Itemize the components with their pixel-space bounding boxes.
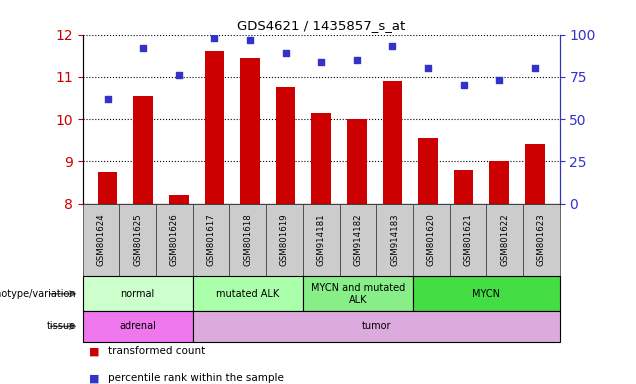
- Point: [316, 58, 326, 65]
- Bar: [383, 81, 402, 204]
- Text: genotype/variation: genotype/variation: [0, 289, 76, 299]
- Point: [459, 82, 469, 88]
- Text: adrenal: adrenal: [120, 321, 156, 331]
- Text: ■: ■: [89, 346, 100, 356]
- Point: [174, 72, 184, 78]
- Bar: [134, 96, 153, 204]
- Title: GDS4621 / 1435857_s_at: GDS4621 / 1435857_s_at: [237, 19, 405, 32]
- Text: GSM801624: GSM801624: [97, 214, 106, 266]
- Text: GSM914182: GSM914182: [354, 214, 363, 266]
- Text: GSM801625: GSM801625: [133, 214, 142, 266]
- Point: [102, 96, 113, 102]
- Text: GSM801619: GSM801619: [280, 214, 289, 266]
- Text: MYCN: MYCN: [473, 289, 501, 299]
- Text: GSM801620: GSM801620: [427, 214, 436, 266]
- Text: GSM801618: GSM801618: [244, 214, 252, 266]
- Point: [387, 43, 398, 50]
- Point: [352, 57, 362, 63]
- Text: GSM914181: GSM914181: [317, 214, 326, 266]
- Text: MYCN and mutated
ALK: MYCN and mutated ALK: [311, 283, 405, 305]
- Text: GSM801621: GSM801621: [464, 214, 473, 266]
- Point: [494, 77, 504, 83]
- Text: GSM914183: GSM914183: [390, 214, 399, 266]
- Text: ■: ■: [89, 373, 100, 383]
- Point: [209, 35, 219, 41]
- Text: percentile rank within the sample: percentile rank within the sample: [108, 373, 284, 383]
- Bar: [453, 170, 473, 204]
- Bar: [347, 119, 366, 204]
- Text: GSM801617: GSM801617: [207, 214, 216, 266]
- Bar: [98, 172, 118, 204]
- Text: tumor: tumor: [361, 321, 391, 331]
- Text: normal: normal: [121, 289, 155, 299]
- Point: [280, 50, 291, 56]
- Text: transformed count: transformed count: [108, 346, 205, 356]
- Bar: [169, 195, 189, 204]
- Point: [423, 65, 433, 71]
- Bar: [525, 144, 544, 204]
- Bar: [489, 161, 509, 204]
- Text: tissue: tissue: [47, 321, 76, 331]
- Bar: [276, 88, 295, 204]
- Text: GSM801622: GSM801622: [500, 214, 509, 266]
- Point: [245, 36, 255, 43]
- Text: GSM801626: GSM801626: [170, 214, 179, 266]
- Bar: [240, 58, 259, 204]
- Bar: [205, 51, 224, 204]
- Text: GSM801623: GSM801623: [537, 214, 546, 266]
- Bar: [312, 113, 331, 204]
- Point: [138, 45, 148, 51]
- Bar: [418, 138, 438, 204]
- Point: [530, 65, 540, 71]
- Text: mutated ALK: mutated ALK: [216, 289, 279, 299]
